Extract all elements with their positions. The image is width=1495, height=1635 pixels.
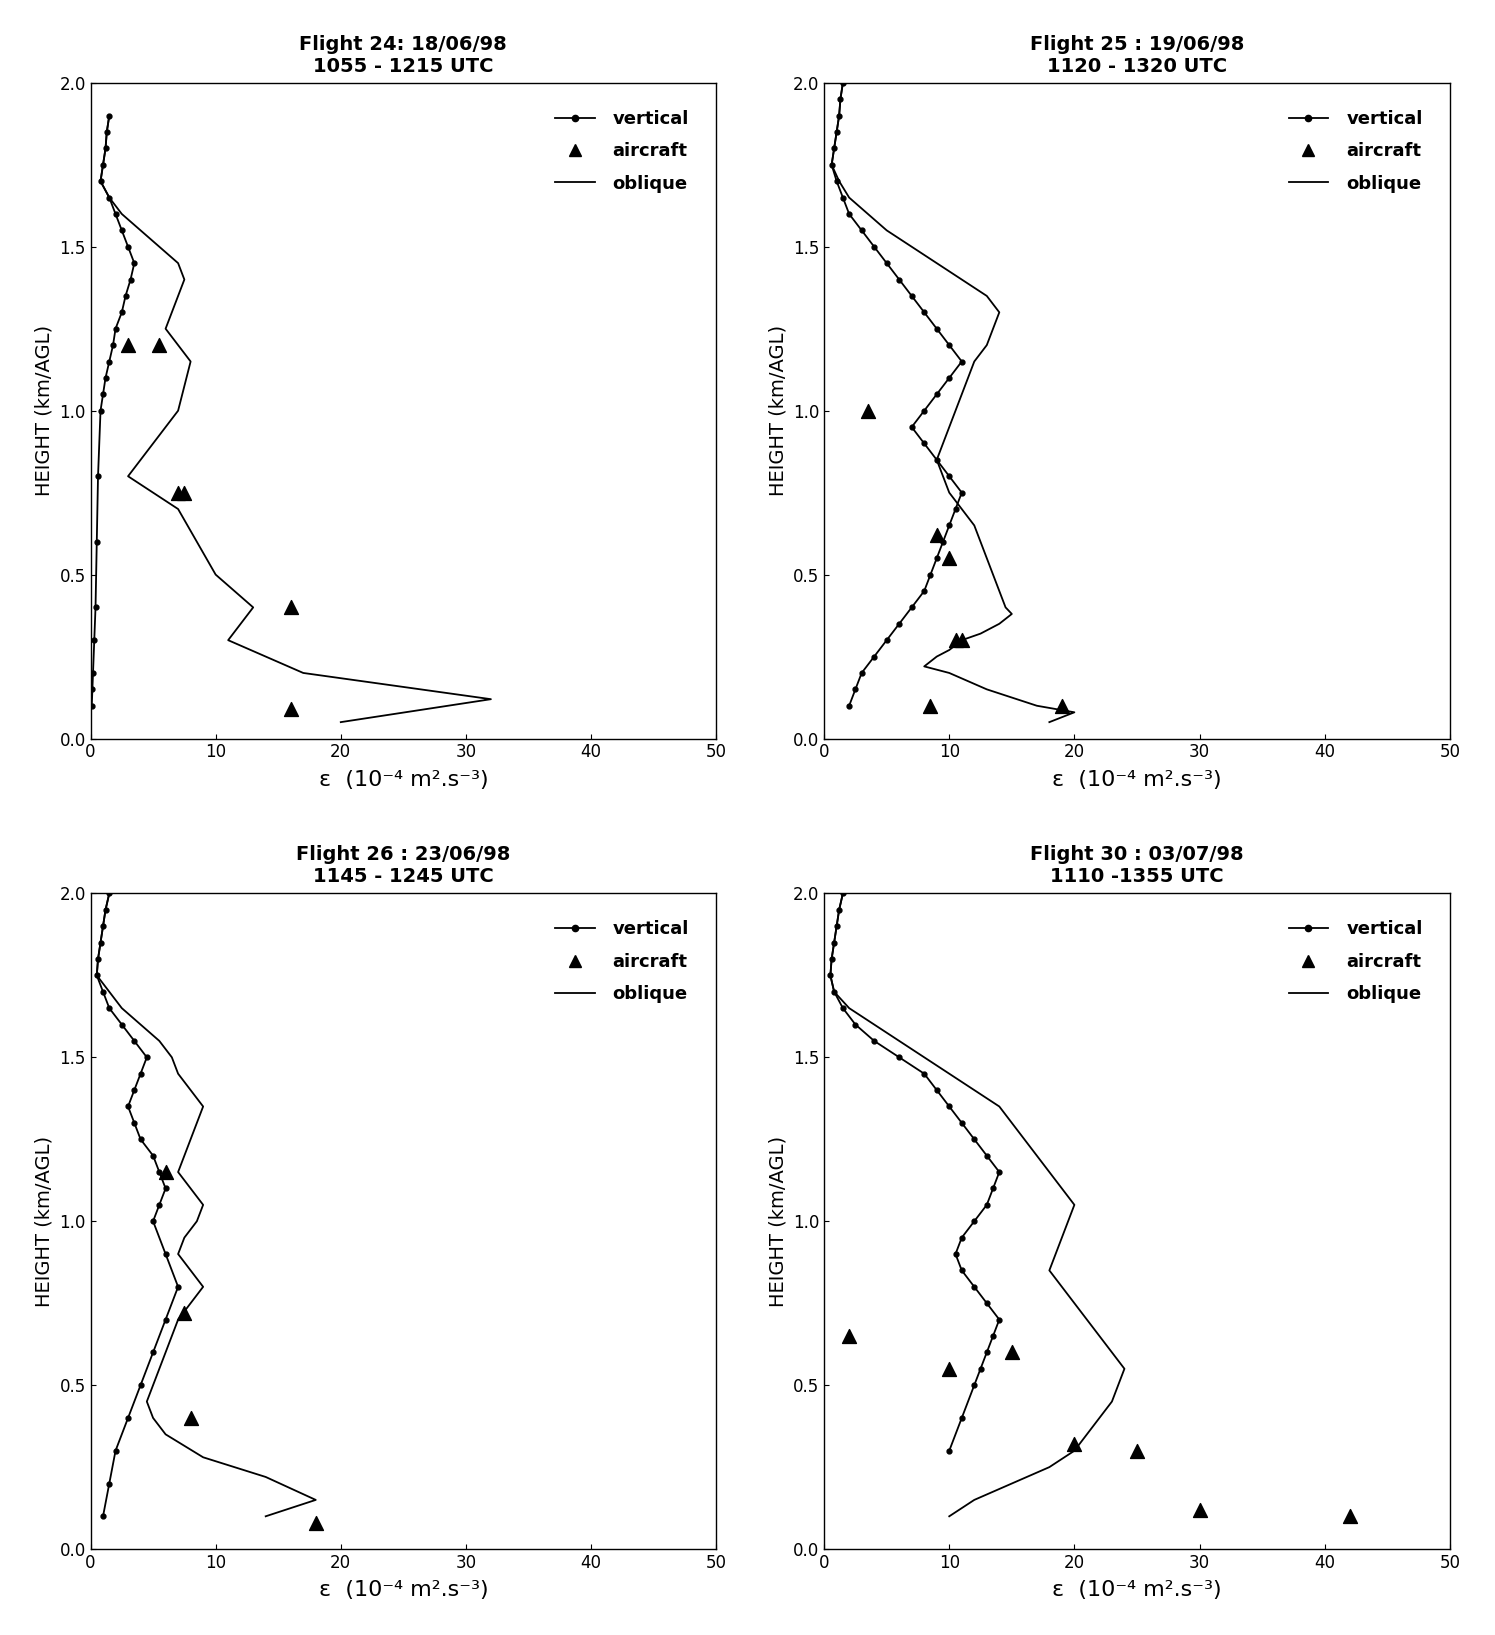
- Point: [303, 1509, 327, 1535]
- Point: [154, 1159, 178, 1185]
- Title: Flight 30 : 03/07/98
1110 -1355 UTC: Flight 30 : 03/07/98 1110 -1355 UTC: [1030, 845, 1244, 886]
- Point: [857, 397, 881, 423]
- X-axis label: ε  (10⁻⁴ m².s⁻³): ε (10⁻⁴ m².s⁻³): [318, 770, 489, 790]
- Point: [166, 479, 190, 505]
- Title: Flight 25 : 19/06/98
1120 - 1320 UTC: Flight 25 : 19/06/98 1120 - 1320 UTC: [1030, 34, 1244, 75]
- X-axis label: ε  (10⁻⁴ m².s⁻³): ε (10⁻⁴ m².s⁻³): [1052, 1581, 1221, 1601]
- Point: [918, 693, 942, 719]
- Title: Flight 24: 18/06/98
1055 - 1215 UTC: Flight 24: 18/06/98 1055 - 1215 UTC: [299, 34, 507, 75]
- Point: [1338, 1503, 1362, 1529]
- Y-axis label: HEIGHT (km/AGL): HEIGHT (km/AGL): [768, 325, 788, 497]
- Point: [172, 1300, 196, 1326]
- X-axis label: ε  (10⁻⁴ m².s⁻³): ε (10⁻⁴ m².s⁻³): [1052, 770, 1221, 790]
- Legend: vertical, aircraft, oblique: vertical, aircraft, oblique: [1280, 101, 1432, 201]
- Point: [1126, 1437, 1150, 1463]
- Point: [278, 697, 302, 723]
- Legend: vertical, aircraft, oblique: vertical, aircraft, oblique: [546, 101, 698, 201]
- Y-axis label: HEIGHT (km/AGL): HEIGHT (km/AGL): [34, 1136, 54, 1306]
- Point: [148, 332, 172, 358]
- Point: [179, 1404, 203, 1431]
- Point: [949, 628, 973, 654]
- Legend: vertical, aircraft, oblique: vertical, aircraft, oblique: [1280, 911, 1432, 1012]
- Point: [278, 594, 302, 620]
- Point: [1000, 1339, 1024, 1365]
- Y-axis label: HEIGHT (km/AGL): HEIGHT (km/AGL): [34, 325, 54, 497]
- Point: [837, 1323, 861, 1349]
- Point: [937, 544, 961, 571]
- Legend: vertical, aircraft, oblique: vertical, aircraft, oblique: [546, 911, 698, 1012]
- Point: [943, 628, 967, 654]
- Point: [937, 1355, 961, 1382]
- Point: [117, 332, 141, 358]
- Point: [925, 522, 949, 548]
- Y-axis label: HEIGHT (km/AGL): HEIGHT (km/AGL): [768, 1136, 788, 1306]
- Point: [1049, 693, 1073, 719]
- Point: [172, 479, 196, 505]
- X-axis label: ε  (10⁻⁴ m².s⁻³): ε (10⁻⁴ m².s⁻³): [318, 1581, 489, 1601]
- Point: [1187, 1496, 1211, 1522]
- Point: [1063, 1431, 1087, 1457]
- Title: Flight 26 : 23/06/98
1145 - 1245 UTC: Flight 26 : 23/06/98 1145 - 1245 UTC: [296, 845, 510, 886]
